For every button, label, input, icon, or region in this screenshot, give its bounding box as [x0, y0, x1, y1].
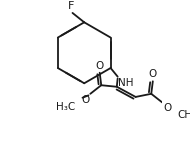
Text: O: O — [149, 69, 157, 80]
Text: O: O — [81, 95, 89, 105]
Text: F: F — [68, 1, 74, 11]
Text: CH₃: CH₃ — [177, 110, 190, 120]
Text: H₃C: H₃C — [56, 102, 75, 112]
Text: O: O — [163, 103, 171, 113]
Text: O: O — [96, 61, 104, 71]
Text: NH: NH — [118, 78, 134, 88]
